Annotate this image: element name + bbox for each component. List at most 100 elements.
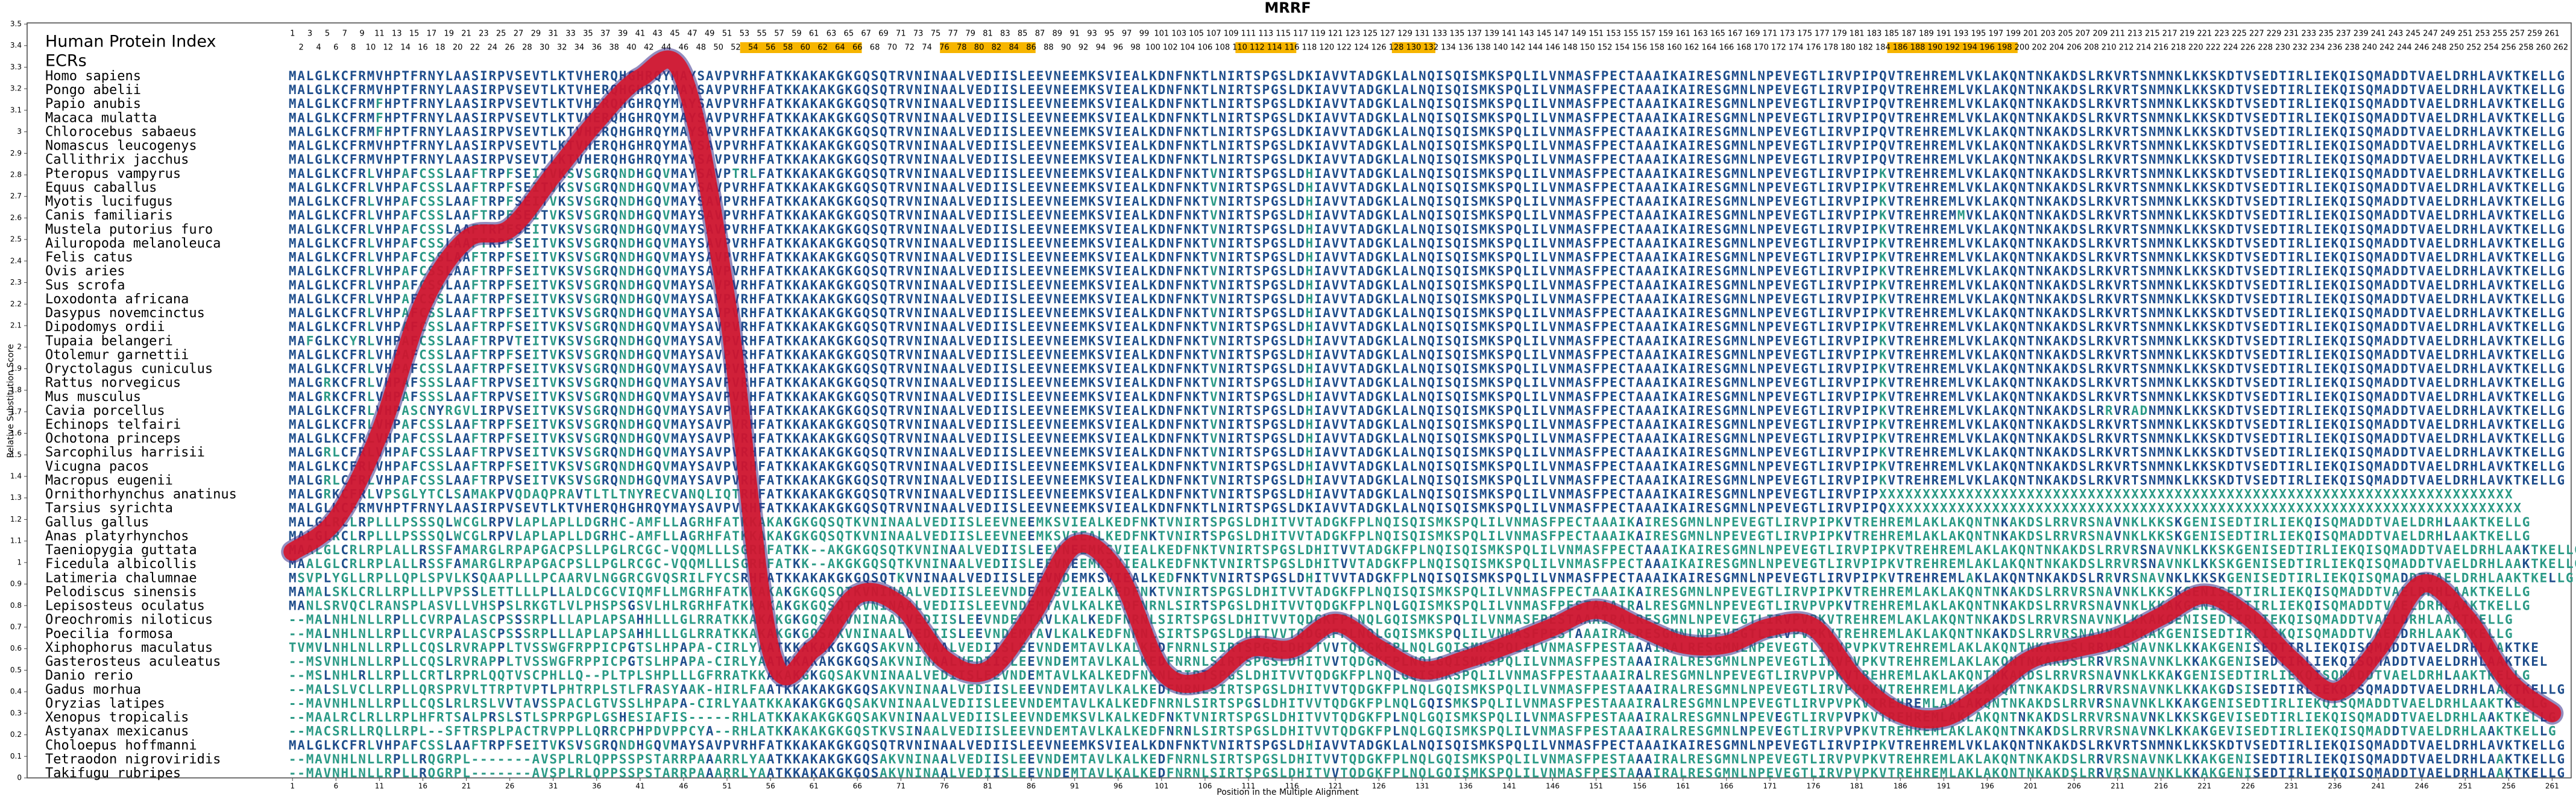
protein-index: 35 [583,30,593,39]
protein-index: 162 [1684,43,1699,52]
protein-index: 89 [1053,30,1063,39]
protein-index: 243 [2388,30,2403,39]
species-name: Macropus eugenii [45,473,173,488]
protein-index: 174 [1789,43,1804,52]
protein-index: 131 [1415,30,1430,39]
protein-index: 126 [1371,43,1387,52]
y-tick-label: 3.1 [10,106,22,114]
ecr-label: ECRs [45,52,87,71]
protein-index: 180 [1841,43,1856,52]
y-tick-label: 0.4 [10,687,22,696]
x-tick-label: 236 [2328,782,2342,791]
protein-index: 125 [1362,30,1378,39]
species-name: Myotis lucifugus [45,194,173,209]
x-tick-label: 251 [2458,782,2472,791]
x-tick-label: 256 [2502,782,2516,791]
protein-index: 30 [540,43,550,52]
species-name: Sus scrofa [45,278,125,293]
protein-index: 108 [1215,43,1230,52]
protein-index: 167 [1728,30,1743,39]
x-tick-label: 191 [1937,782,1951,791]
protein-index: 117 [1293,30,1308,39]
species-name: Lepisosteus oculatus [45,599,205,614]
species-name: Taeniopygia guttata [45,543,197,558]
protein-index: 202 [2032,43,2047,52]
protein-index: 178 [1823,43,1838,52]
species-name: Papio anubis [45,96,141,112]
x-tick-label: 6 [333,782,338,791]
x-tick-label: 36 [592,782,601,791]
protein-index: 199 [2006,30,2021,39]
protein-index: 38 [609,43,619,52]
sequence: MALGLKCFRMFHPTFRNYLAASIRPVSEVTLKTVHERQHG… [289,124,2565,139]
protein-index: 107 [1206,30,1221,39]
protein-index: 156 [1632,43,1647,52]
protein-index: 68 [870,43,880,52]
y-tick-label: 2 [17,343,22,351]
x-tick-label: 51 [722,782,731,791]
protein-index: 225 [2232,30,2247,39]
protein-index: 197 [1988,30,2003,39]
y-tick-label: 1.9 [10,364,22,373]
protein-index: 39 [618,30,628,39]
protein-index: 95 [1104,30,1115,39]
sequence: MALGLKCFRLVHPAFCSSLAAFTRPFSEITVKSVSGRQND… [289,264,2565,279]
sequence: TVMVLNHLNLLRPLLCQSLRVRAPPLTVSSWGFRPPICPG… [289,640,2539,655]
species-name: Choloepus hoffmanni [45,738,197,753]
protein-index: 248 [2432,43,2447,52]
x-tick-label: 106 [1198,782,1212,791]
protein-index: 52 [731,43,741,52]
protein-index: 45 [670,30,680,39]
protein-index: 136 [1458,43,1473,52]
protein-index: 220 [2188,43,2203,52]
protein-index: 61 [809,30,819,39]
protein-index: 142 [1510,43,1525,52]
y-tick-label: 1.1 [10,537,22,545]
protein-index: 40 [626,43,637,52]
protein-index: 218 [2171,43,2186,52]
protein-index: 191 [1936,30,1951,39]
y-tick-label: 0.8 [10,601,22,610]
protein-index: 55 [757,30,767,39]
species-name: Tupaia belangeri [45,333,173,349]
species-name: Xenopus tropicalis [45,710,189,725]
protein-index: 90 [1061,43,1071,52]
x-tick-label: 61 [810,782,819,791]
protein-index: 207 [2075,30,2090,39]
protein-index: 257 [2510,30,2525,39]
y-axis-label: Relative Substitution Score [6,344,16,458]
protein-index: 101 [1154,30,1169,39]
species-name: Felis catus [45,250,133,265]
protein-index: 115 [1276,30,1291,39]
protein-index: 16 [418,43,428,52]
y-tick-label: 2.2 [10,300,22,308]
protein-index: 24 [488,43,498,52]
protein-index: 73 [913,30,924,39]
protein-index: 62 [817,43,828,52]
protein-index: 9 [359,30,364,39]
protein-index: 120 [1319,43,1334,52]
protein-index: 96 [1113,43,1123,52]
species-name: Ailuropoda melanoleuca [45,236,221,251]
sequence: MALGLKCFRLVHPAFCSSLAAFTRPFSEITVKSVSGRQND… [289,431,2565,446]
protein-index: 186 [1893,43,1908,52]
x-tick-label: 1 [290,782,295,791]
sequence: MALGLKCFRLVHPAFCSSLAAFTRPFSEITVKSVSGRQND… [289,306,2565,320]
y-tick-label: 2.1 [10,321,22,330]
protein-index: 141 [1502,30,1517,39]
protein-index: 203 [2041,30,2056,39]
y-tick-label: 2.4 [10,256,22,265]
protein-index: 100 [1145,43,1160,52]
protein-index: 91 [1069,30,1080,39]
x-tick-label: 176 [1807,782,1821,791]
ecr-region [1391,42,1435,53]
protein-index: 99 [1139,30,1150,39]
species-name: Pteropus vampyrus [45,166,181,182]
protein-index: 184 [1875,43,1891,52]
protein-index: 200 [2015,43,2030,52]
sequence: MALGLKCFRLVHPAFCSSLAAFTRPFSEITVKSVSGRQND… [289,278,2565,292]
species-name: Tarsius syrichta [45,501,173,516]
x-tick-label: 126 [1372,782,1386,791]
y-tick-label: 0.2 [10,730,22,739]
sequence: MALGLKCFRLVHPAFCSSLAAFTRPFSEITVKSVSGRQND… [289,459,2565,473]
